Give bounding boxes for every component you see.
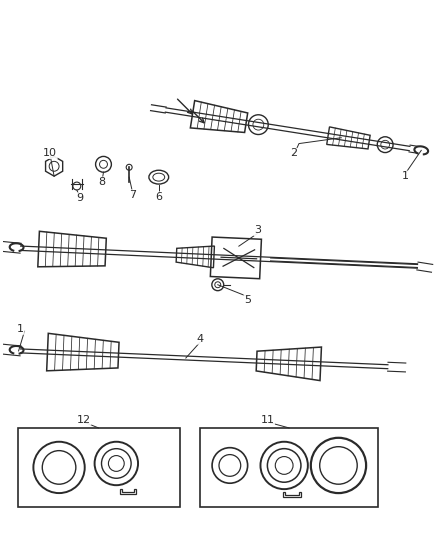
Text: 9: 9 bbox=[76, 193, 83, 203]
Text: 8: 8 bbox=[98, 177, 105, 187]
Bar bbox=[18, 428, 180, 507]
Text: 3: 3 bbox=[254, 225, 261, 236]
Text: 12: 12 bbox=[77, 415, 91, 425]
Text: 5: 5 bbox=[244, 295, 251, 304]
Text: 1: 1 bbox=[17, 324, 24, 334]
Text: 10: 10 bbox=[43, 149, 57, 158]
Text: 6: 6 bbox=[155, 192, 162, 202]
Text: 2: 2 bbox=[290, 149, 297, 158]
Text: 11: 11 bbox=[260, 415, 274, 425]
Bar bbox=[200, 428, 378, 507]
Text: 4: 4 bbox=[197, 334, 204, 344]
Text: 7: 7 bbox=[130, 190, 137, 200]
Text: 1: 1 bbox=[402, 171, 409, 181]
